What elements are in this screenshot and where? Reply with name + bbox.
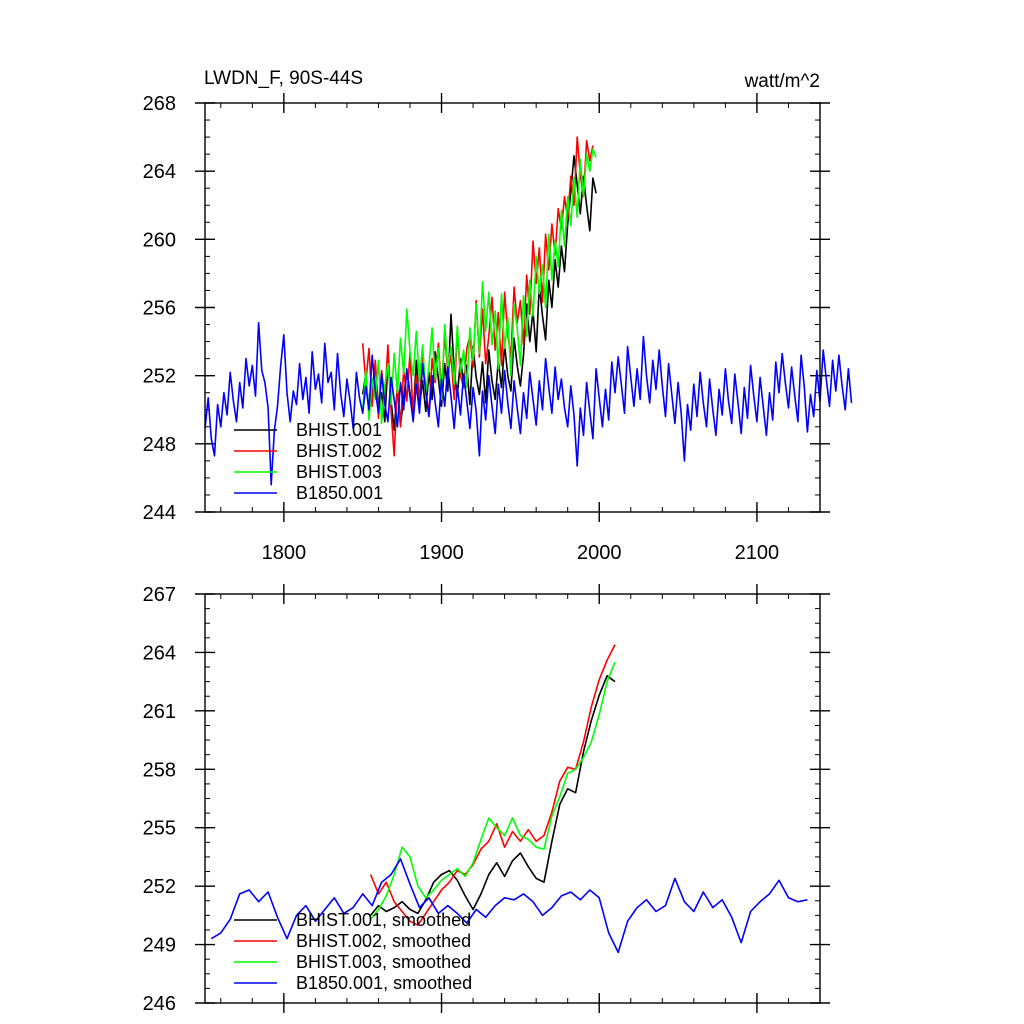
x-tick-label: 1800 bbox=[262, 542, 307, 564]
x-tick-label: 1900 bbox=[419, 542, 464, 564]
y-tick-label: 255 bbox=[143, 818, 176, 840]
y-tick-label: 256 bbox=[143, 298, 176, 320]
legend-label: BHIST.002 bbox=[296, 441, 382, 461]
top-panel: 1800 1900 2000 2100 244 248 252 256 260 264 268 BHI… bbox=[143, 93, 853, 564]
units-label: watt/m^2 bbox=[744, 71, 820, 92]
y-tick-label: 264 bbox=[143, 161, 176, 183]
plot-frame bbox=[204, 593, 821, 1004]
legend-label: BHIST.001 bbox=[296, 420, 382, 440]
y-tick-label: 248 bbox=[143, 434, 176, 456]
series-line-1 bbox=[369, 644, 616, 926]
series-line-0 bbox=[369, 674, 616, 916]
y-tick-label: 249 bbox=[143, 935, 176, 957]
x-tick-label: 2000 bbox=[577, 542, 622, 564]
bottom-panel: 246 249 252 255 258 261 264 267 BHIST.001, smoot… bbox=[143, 584, 830, 1015]
y-tick-label: 267 bbox=[143, 584, 176, 606]
y-tick-label: 264 bbox=[143, 642, 176, 664]
series-line-1 bbox=[361, 136, 594, 457]
plot-frame bbox=[204, 102, 821, 513]
y-tick-label: 261 bbox=[143, 701, 176, 723]
y-tick-label: 268 bbox=[143, 93, 176, 115]
y-tick-label: 252 bbox=[143, 876, 176, 898]
series-line-2 bbox=[369, 661, 616, 920]
y-tick-label: 252 bbox=[143, 366, 176, 388]
y-tick-label: 258 bbox=[143, 759, 176, 781]
legend-label: BHIST.003, smoothed bbox=[296, 952, 471, 972]
legend-label: BHIST.001, smoothed bbox=[296, 910, 471, 930]
legend-label: BHIST.003 bbox=[296, 462, 382, 482]
y-tick-label: 246 bbox=[143, 993, 176, 1015]
legend-label: B1850.001, smoothed bbox=[296, 973, 472, 993]
y-tick-label: 260 bbox=[143, 229, 176, 251]
series-line-2 bbox=[361, 148, 597, 425]
series-line-3 bbox=[210, 858, 808, 954]
y-tick-label: 244 bbox=[143, 502, 176, 524]
chart-title: LWDN_F, 90S-44S bbox=[204, 68, 363, 89]
legend-label: BHIST.002, smoothed bbox=[296, 931, 471, 951]
x-tick-label: 2100 bbox=[735, 542, 780, 564]
series-line-3 bbox=[204, 321, 853, 486]
legend-label: B1850.001 bbox=[296, 483, 383, 503]
